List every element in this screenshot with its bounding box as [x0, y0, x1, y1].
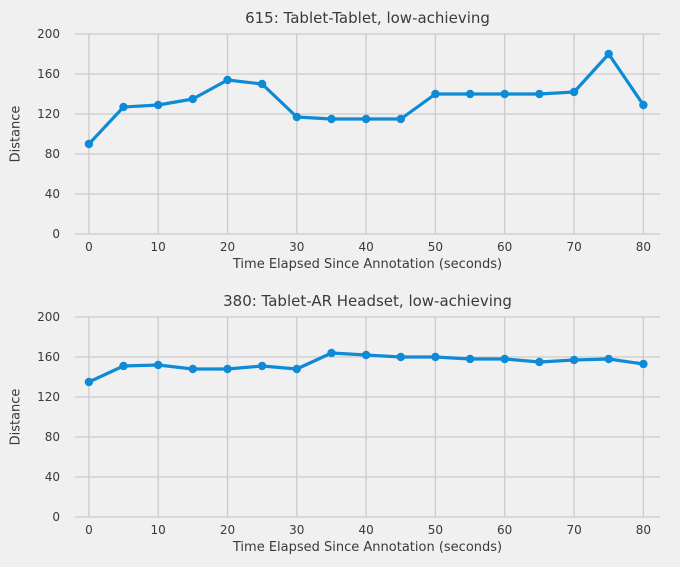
y-tick-label: 200 — [37, 310, 60, 324]
x-tick-label: 10 — [151, 240, 166, 254]
data-point — [84, 377, 94, 387]
data-point — [500, 89, 509, 99]
data-point — [396, 114, 405, 124]
x-tick-label: 0 — [85, 523, 93, 537]
x-tick-label: 50 — [428, 523, 443, 537]
data-point — [119, 102, 128, 112]
data-point — [431, 352, 440, 362]
data-point — [569, 87, 579, 97]
x-axis-label: Time Elapsed Since Annotation (seconds) — [232, 540, 503, 555]
data-point — [154, 100, 163, 110]
data-point — [223, 364, 232, 374]
y-tick-label: 160 — [37, 350, 60, 364]
y-tick-label: 120 — [37, 390, 60, 404]
x-tick-label: 50 — [428, 240, 443, 254]
data-point — [639, 100, 648, 110]
x-tick-label: 0 — [85, 240, 93, 254]
x-tick-label: 80 — [636, 523, 651, 537]
data-point — [535, 357, 544, 367]
y-tick-label: 0 — [52, 510, 60, 524]
data-point — [535, 89, 544, 99]
x-tick-label: 10 — [151, 523, 166, 537]
data-point — [465, 89, 475, 99]
data-point — [223, 75, 232, 85]
data-point — [500, 354, 509, 364]
y-tick-label: 120 — [37, 107, 60, 121]
x-axis-label: Time Elapsed Since Annotation (seconds) — [232, 257, 503, 272]
x-tick-label: 60 — [497, 523, 512, 537]
y-tick-label: 80 — [45, 147, 60, 161]
data-point — [327, 114, 336, 124]
y-tick-label: 200 — [37, 27, 60, 41]
data-point — [361, 350, 371, 360]
x-tick-label: 30 — [289, 240, 304, 254]
data-point — [396, 352, 405, 362]
chart-title: 380: Tablet-AR Headset, low-achieving — [223, 292, 512, 310]
x-tick-label: 20 — [220, 523, 235, 537]
data-point — [292, 112, 301, 122]
x-tick-label: 30 — [289, 523, 304, 537]
data-point — [431, 89, 440, 99]
data-point — [327, 348, 336, 358]
data-point — [119, 361, 128, 371]
x-tick-label: 20 — [220, 240, 235, 254]
data-point — [569, 355, 579, 365]
y-tick-label: 0 — [52, 227, 60, 241]
data-point — [361, 114, 371, 124]
data-point — [188, 364, 197, 374]
data-point — [604, 354, 613, 364]
y-tick-label: 40 — [45, 470, 60, 484]
x-tick-label: 80 — [636, 240, 651, 254]
x-tick-label: 70 — [566, 523, 581, 537]
chart-title: 615: Tablet-Tablet, low-achieving — [245, 9, 490, 27]
chart-615-tablet-tablet: 615: Tablet-Tablet, low-achieving Distan… — [0, 0, 680, 283]
data-point — [257, 361, 267, 371]
x-tick-label: 40 — [358, 240, 373, 254]
x-tick-label: 40 — [358, 523, 373, 537]
y-tick-label: 160 — [37, 67, 60, 81]
data-point — [292, 364, 301, 374]
chart-380-tablet-ar-headset: 380: Tablet-AR Headset, low-achieving Di… — [0, 283, 680, 567]
data-point — [188, 94, 197, 104]
y-tick-label: 80 — [45, 430, 60, 444]
data-point — [465, 354, 475, 364]
data-point — [604, 49, 613, 59]
data-point — [639, 359, 648, 369]
data-point — [257, 79, 267, 89]
plot-area: 0 10 20 30 40 50 60 70 80 0 40 80 120 160 200 — [37, 310, 660, 537]
y-tick-label: 40 — [45, 187, 60, 201]
data-point — [84, 139, 94, 149]
x-tick-label: 60 — [497, 240, 512, 254]
x-tick-label: 70 — [566, 240, 581, 254]
plot-area: 0 10 20 30 40 50 60 70 80 0 40 80 120 160 200 — [37, 27, 660, 254]
data-point — [154, 360, 163, 370]
